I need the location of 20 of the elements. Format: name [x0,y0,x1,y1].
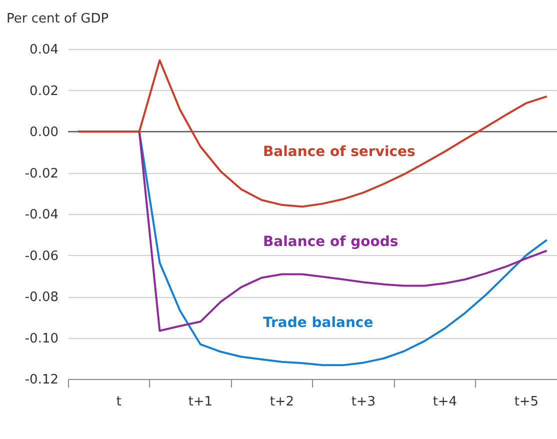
x-tick-label: t+5 [514,394,539,410]
y-tick-label: 0.02 [30,84,58,99]
x-tick-label: t+1 [188,394,213,410]
series-label: Balance of goods [263,234,398,250]
x-tick-label: t+3 [351,394,376,410]
y-tick-label: -0.10 [24,331,58,346]
y-tick-label: -0.04 [24,208,58,222]
x-tick-label: t+2 [270,394,294,410]
y-tick-label: 0.00 [30,125,58,140]
y-tick-label: -0.02 [24,166,58,182]
x-tick-label: t+4 [432,394,458,410]
series-label: Balance of services [263,144,416,160]
text: Trade balance [263,315,374,331]
y-tick-label: -0.06 [24,248,58,264]
x-tick-label: t [116,394,122,410]
y-axis-title: Per cent of GDP [6,12,109,26]
y-tick-label: -0.12 [24,372,58,388]
y-tick-label: 0.04 [30,42,58,58]
line-series [77,59,548,208]
y-tick-label: -0.08 [24,290,58,305]
